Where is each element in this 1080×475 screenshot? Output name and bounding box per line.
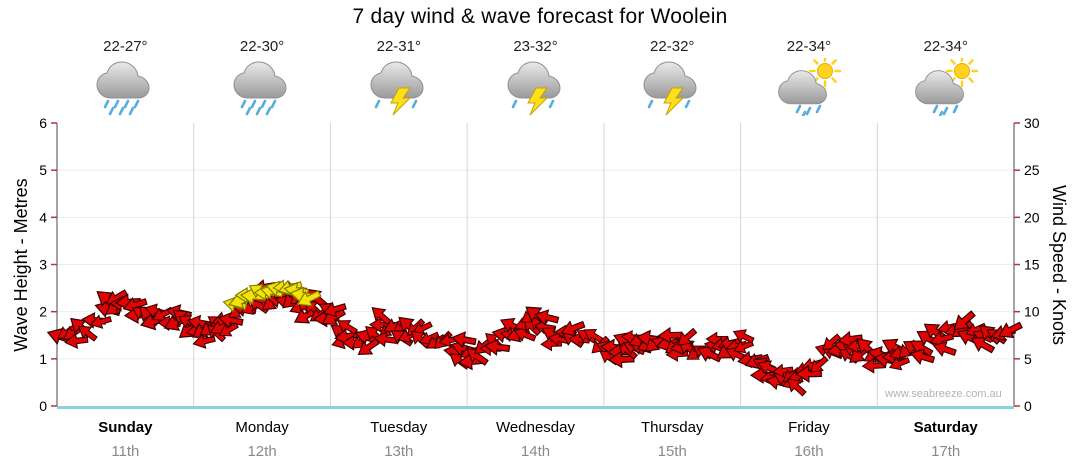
day-temp: 22-30° [239,38,285,55]
weather-icons-row [57,58,1014,118]
day-temp: 22-32° [650,38,695,55]
day-date: 14th [520,443,551,460]
rain-cloud-icon [96,61,150,116]
page-title: 7 day wind & wave forecast for Woolein [352,5,728,28]
sun-shower-icon [778,58,842,116]
day-name: Thursday [640,419,704,436]
strong-wind-arrows [222,279,322,313]
day-date: 17th [931,443,961,460]
rain-cloud-icon [233,61,287,116]
day-date: 15th [657,443,687,460]
svg-text:2: 2 [39,304,47,320]
watermark: www.seabreeze.com.au [885,388,1002,400]
svg-text:5: 5 [39,162,47,178]
svg-text:20: 20 [1024,209,1040,225]
temperature-row: 22-27° 22-30° 22-31° 23-32° 22-32° 22-34… [57,38,1014,55]
day-temp: 23-32° [513,38,558,55]
day-name: Tuesday [370,419,428,436]
day-name: Saturday [913,419,978,436]
day-name: Friday [788,419,830,436]
day-name: Sunday [98,419,153,436]
svg-text:0: 0 [39,398,47,414]
day-dates-row: 11th 12th 13th 14th 15th 16th 17th [57,443,1014,460]
day-temp: 22-31° [376,38,421,55]
day-temp: 22-27° [103,38,148,55]
day-date: 12th [247,443,277,460]
day-name: Wednesday [496,419,575,436]
svg-text:4: 4 [39,209,47,225]
day-temp: 22-34° [923,38,968,55]
storm-cloud-icon [370,61,424,116]
storm-cloud-icon [643,61,697,116]
storm-cloud-icon [507,61,561,116]
day-name: Monday [235,419,289,436]
svg-text:5: 5 [1024,351,1032,367]
day-temp: 22-34° [786,38,832,55]
svg-text:3: 3 [39,257,47,273]
day-names-row: Sunday Monday Tuesday Wednesday Thursday… [57,419,1014,436]
svg-text:15: 15 [1024,257,1040,273]
svg-text:1: 1 [39,351,47,367]
svg-text:10: 10 [1024,304,1040,320]
day-date: 13th [384,443,414,460]
svg-text:30: 30 [1024,115,1040,131]
svg-text:25: 25 [1024,162,1040,178]
svg-text:6: 6 [39,115,47,131]
axis-ticks: 0 1 2 3 4 5 6 0 5 10 15 20 25 30 [39,115,1040,414]
right-axis-label: Wind Speed - Knots [1049,184,1069,346]
left-axis-label: Wave Height - Metres [11,178,31,352]
sun-shower-icon [914,58,978,116]
svg-text:0: 0 [1024,398,1032,414]
day-date: 16th [794,443,824,460]
day-date: 11th [111,443,140,460]
